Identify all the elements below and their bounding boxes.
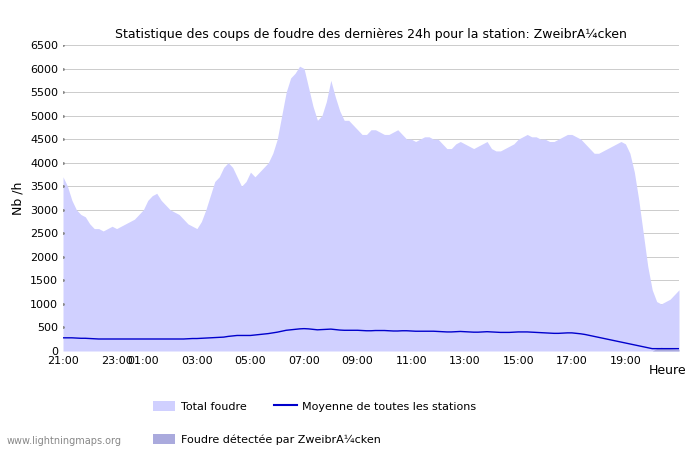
Title: Statistique des coups de foudre des dernières 24h pour la station: ZweibrA¼cken: Statistique des coups de foudre des dern… bbox=[115, 28, 627, 41]
Text: Heure: Heure bbox=[648, 364, 686, 378]
Text: www.lightningmaps.org: www.lightningmaps.org bbox=[7, 436, 122, 446]
Y-axis label: Nb /h: Nb /h bbox=[11, 181, 25, 215]
Legend: Foudre détectée par ZweibrA¼cken: Foudre détectée par ZweibrA¼cken bbox=[148, 430, 385, 450]
